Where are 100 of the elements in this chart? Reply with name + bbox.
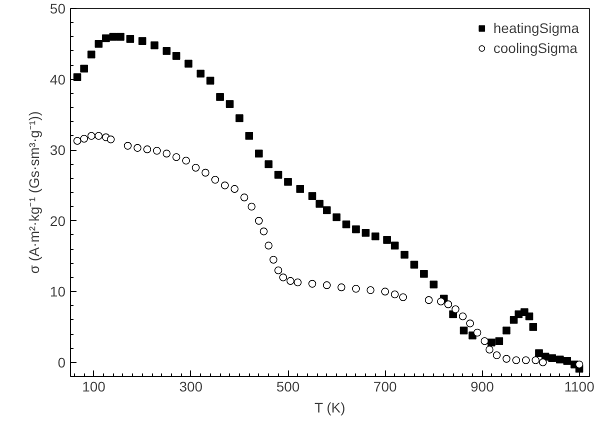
point (87, 50, 96, 58)
point (116, 32, 124, 41)
point (206, 76, 214, 85)
x-tick-label: 700 (373, 378, 397, 394)
point (538, 358, 547, 366)
point (150, 41, 158, 50)
point (279, 274, 288, 282)
point (143, 145, 152, 154)
point (424, 296, 433, 304)
y-tick-label: 10 (50, 284, 66, 300)
point (510, 316, 518, 324)
point (240, 194, 248, 202)
point (138, 37, 146, 45)
point (532, 356, 540, 364)
point (371, 232, 380, 240)
point (338, 283, 346, 292)
point (80, 134, 88, 143)
x-tick-label: 900 (470, 378, 494, 394)
point (73, 136, 82, 145)
point (270, 256, 278, 264)
point (522, 356, 530, 364)
point (254, 150, 263, 158)
point (473, 328, 482, 337)
point (400, 250, 408, 259)
point (316, 200, 324, 208)
point (529, 323, 538, 331)
point (548, 354, 556, 362)
point (182, 156, 190, 165)
x-tick-label: 300 (179, 378, 203, 394)
point (274, 170, 282, 179)
point (124, 142, 132, 150)
point (525, 312, 534, 320)
point (480, 337, 489, 346)
point (230, 185, 238, 193)
point (308, 192, 316, 200)
point (94, 40, 103, 48)
y-tick-label: 50 (50, 0, 66, 16)
point (390, 290, 399, 298)
point (264, 160, 272, 168)
point (381, 288, 390, 296)
point (390, 242, 399, 250)
y-tick-label: 0 (58, 354, 66, 370)
point (342, 220, 350, 228)
point (216, 93, 224, 101)
point (322, 206, 331, 214)
point (366, 286, 374, 294)
point (575, 360, 584, 368)
x-tick-label: 500 (276, 378, 300, 394)
point (202, 168, 210, 177)
point (286, 277, 294, 285)
point (488, 338, 496, 346)
point (274, 266, 282, 274)
point (430, 280, 438, 288)
point (362, 228, 370, 237)
point (458, 312, 467, 320)
point (260, 228, 268, 236)
point (466, 320, 474, 328)
y-axis-title: σ (A·m²·kg⁻¹ (Gs·sm³·g⁻¹)) (26, 111, 42, 274)
point (399, 293, 407, 302)
point (492, 351, 501, 360)
point (294, 278, 302, 286)
point (211, 176, 220, 184)
point (535, 349, 543, 358)
x-tick-label: 100 (82, 378, 106, 394)
point (236, 114, 244, 122)
point (502, 326, 510, 334)
point (80, 64, 88, 73)
point (102, 34, 110, 42)
point (410, 260, 418, 269)
point (556, 356, 564, 364)
point (172, 153, 180, 162)
point (264, 242, 272, 250)
point (352, 225, 360, 234)
point (172, 52, 180, 60)
point (134, 144, 142, 152)
point (308, 280, 316, 288)
point (245, 132, 254, 140)
point (383, 236, 391, 244)
point (153, 146, 161, 155)
legend-label: coolingSigma (493, 40, 578, 56)
point (87, 132, 96, 140)
point (563, 357, 572, 365)
point (226, 100, 234, 108)
point (452, 305, 460, 314)
point (248, 202, 256, 211)
point (296, 185, 304, 193)
point (502, 354, 510, 363)
x-tick-label: 1100 (564, 378, 595, 394)
point (495, 337, 504, 346)
point (73, 73, 82, 82)
point (486, 346, 494, 354)
y-tick-label: 40 (50, 71, 66, 88)
point (332, 213, 340, 222)
point (184, 60, 192, 68)
point (220, 182, 229, 190)
point (196, 70, 205, 78)
point (284, 178, 292, 186)
point (322, 281, 331, 290)
point (512, 356, 520, 364)
point (162, 47, 171, 55)
